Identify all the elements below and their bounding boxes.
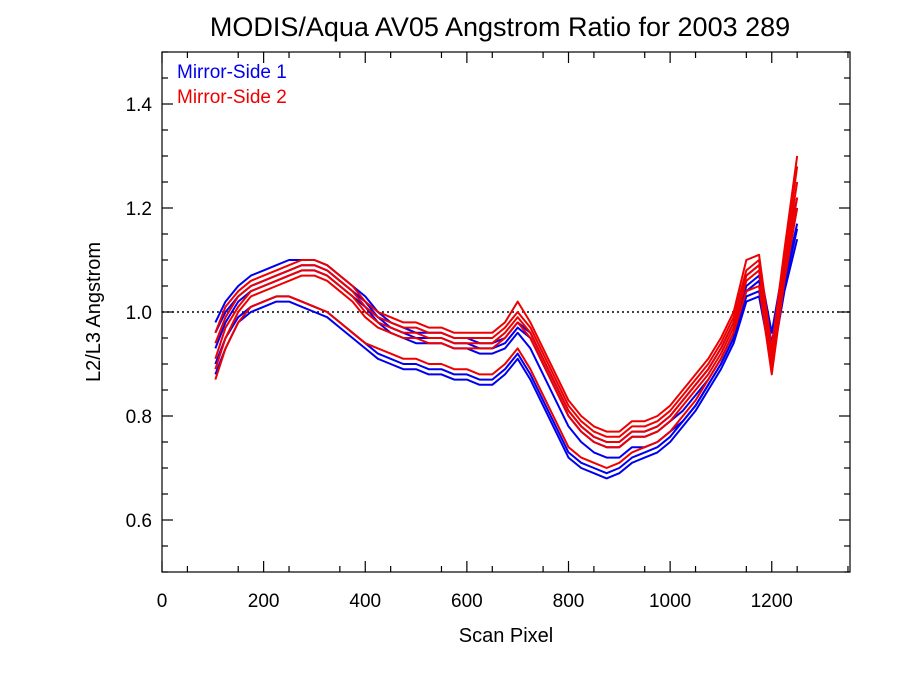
- chart-title: MODIS/Aqua AV05 Angstrom Ratio for 2003 …: [210, 12, 790, 42]
- plot-frame: [161, 51, 851, 573]
- x-tick-label: 800: [553, 591, 585, 612]
- y-axis-label: L2/L3 Angstrom: [83, 242, 105, 382]
- x-tick-label: 1200: [751, 591, 793, 612]
- y-tick-label: 0.6: [126, 511, 152, 532]
- legend-entry-mirror-side-2: Mirror-Side 2: [177, 87, 287, 108]
- x-tick-label: 600: [451, 591, 483, 612]
- series-line-6: [214, 166, 799, 438]
- x-axis-label: Scan Pixel: [459, 625, 554, 647]
- y-tick-label: 1.2: [126, 199, 152, 220]
- x-tick-label: 0: [157, 591, 168, 612]
- legend-entry-mirror-side-1: Mirror-Side 1: [177, 62, 287, 83]
- y-tick-label: 0.8: [126, 407, 152, 428]
- series-line-10: [214, 207, 799, 469]
- series-line-7: [214, 181, 799, 443]
- x-tick-label: 400: [349, 591, 381, 612]
- tick-layer: 0 200 400 600 800 1000 1200 0.6 0.8 1.0 1.2 1.4: [126, 51, 850, 612]
- series-line-9: [214, 197, 799, 449]
- series-line-4: [214, 238, 799, 480]
- y-tick-label: 1.4: [126, 95, 153, 116]
- x-tick-label: 200: [248, 591, 280, 612]
- x-tick-label: 1000: [649, 591, 691, 612]
- y-tick-label: 1.0: [126, 303, 152, 324]
- plot-area: 0 200 400 600 800 1000 1200 0.6 0.8 1.0 1.2 1.4: [126, 51, 851, 612]
- series-line-8: [214, 155, 799, 433]
- legend: Mirror-Side 1 Mirror-Side 2: [177, 62, 287, 108]
- series-layer: [214, 155, 799, 480]
